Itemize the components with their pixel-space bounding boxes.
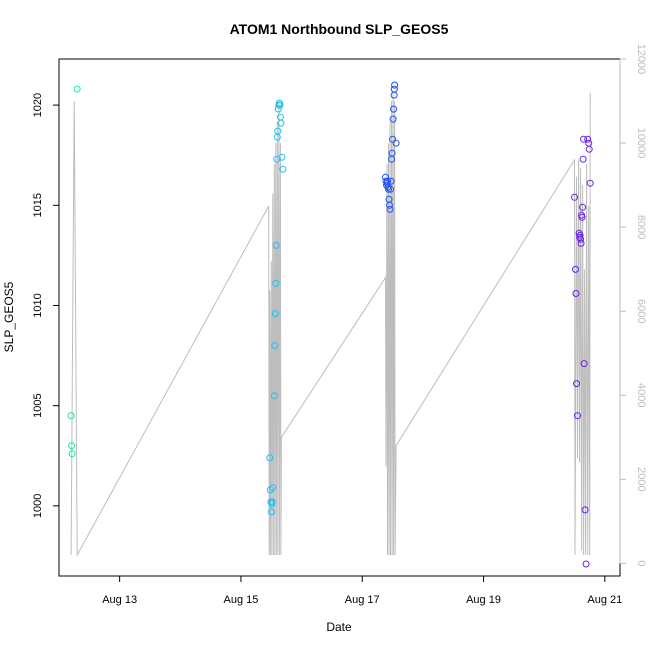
data-point (584, 135, 592, 143)
y2-tick-label: 2000 (635, 467, 647, 491)
background-line-layer (70, 92, 591, 557)
data-point (266, 454, 274, 462)
chart-title: ATOM1 Northbound SLP_GEOS5 (230, 21, 449, 37)
data-point (390, 85, 398, 93)
data-point (580, 360, 588, 368)
data-point (277, 119, 285, 127)
data-point (271, 310, 279, 317)
data-point (68, 450, 76, 458)
data-point (271, 342, 279, 350)
data-point (579, 155, 587, 163)
data-point (579, 203, 587, 211)
x-axis-label: Date (326, 620, 352, 634)
y-axis-label: SLP_GEOS5 (2, 281, 16, 352)
data-point (388, 149, 396, 157)
y2-tick-label: 0 (635, 560, 647, 566)
data-point (385, 185, 392, 193)
secondary-series-line (70, 92, 591, 557)
y2-tick-label: 10000 (635, 128, 647, 159)
y-tick-label: 1015 (32, 193, 44, 217)
data-point (276, 101, 284, 109)
x-axis: Aug 13 Aug 15 Aug 17 Aug 19 Aug 21 (102, 576, 622, 606)
data-point (278, 153, 286, 161)
y-axis: 1000 1005 1010 1015 1020 (32, 93, 59, 518)
data-point (585, 145, 593, 153)
data-point (67, 412, 75, 420)
data-point (389, 135, 397, 143)
data-point (581, 506, 589, 514)
data-point (577, 235, 585, 243)
data-point (586, 179, 594, 187)
data-point (390, 91, 398, 99)
data-point (572, 265, 579, 273)
data-point (389, 115, 397, 123)
y-tick-label: 1000 (32, 494, 44, 518)
data-point (392, 139, 400, 147)
data-point (585, 139, 593, 147)
y2-tick-label: 6000 (635, 299, 647, 323)
points-layer (67, 81, 594, 568)
data-point (272, 241, 280, 249)
y2-tick-label: 8000 (635, 215, 647, 239)
data-point (269, 484, 277, 492)
data-point (274, 127, 282, 135)
x-tick-label: Aug 15 (224, 594, 259, 606)
y-tick-label: 1005 (32, 393, 44, 417)
x-tick-label: Aug 13 (102, 594, 137, 606)
x-tick-label: Aug 21 (587, 594, 622, 606)
data-point (386, 201, 393, 209)
data-point (68, 442, 76, 450)
data-point (390, 105, 398, 113)
data-point (272, 279, 280, 287)
y2-axis: 0 2000 4000 6000 8000 10000 12000 (619, 44, 647, 566)
data-point (391, 81, 399, 89)
data-point (267, 508, 275, 516)
y-tick-label: 1020 (32, 93, 44, 117)
data-point (387, 185, 394, 193)
x-tick-label: Aug 19 (466, 594, 501, 606)
data-point (276, 113, 284, 121)
data-point (270, 392, 278, 400)
data-point (572, 290, 580, 297)
data-point (73, 85, 81, 93)
data-point (577, 239, 585, 247)
y2-tick-label: 12000 (635, 44, 647, 75)
data-point (574, 412, 581, 420)
data-point (571, 193, 578, 201)
x-tick-label: Aug 17 (345, 594, 380, 606)
data-point (580, 135, 588, 143)
data-point (573, 380, 580, 388)
y2-tick-label: 4000 (635, 383, 647, 407)
data-point (268, 498, 276, 506)
data-point (387, 177, 395, 185)
data-point (279, 165, 287, 173)
data-point (386, 205, 394, 213)
data-point (582, 560, 590, 568)
plot-frame (58, 58, 621, 577)
y-tick-label: 1010 (32, 293, 44, 317)
data-point (576, 231, 584, 239)
data-point (578, 213, 586, 221)
